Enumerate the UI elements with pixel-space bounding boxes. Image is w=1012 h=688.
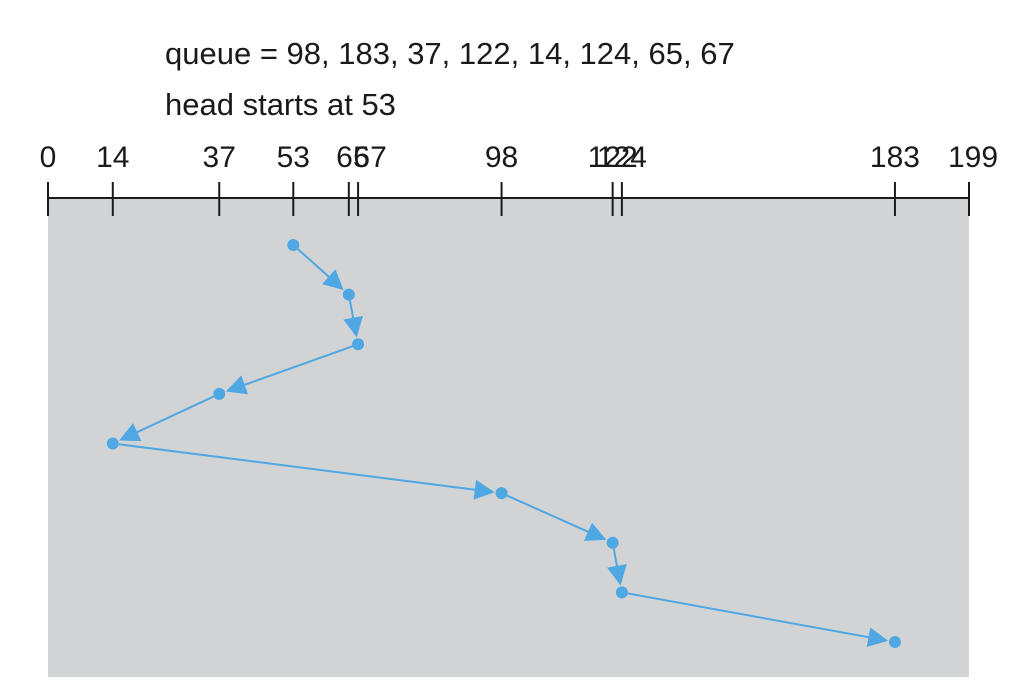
axis-tick-label: 122: [588, 141, 638, 174]
request-point: [352, 338, 365, 351]
request-point: [495, 487, 508, 500]
head-move-arrow: [506, 494, 607, 541]
head-start-point: [287, 239, 300, 251]
head-move-arrow: [627, 592, 889, 648]
request-point: [615, 586, 628, 599]
head-movement-path: [106, 239, 901, 648]
head-move-arrow: [225, 345, 353, 395]
head-move-arrow: [343, 300, 363, 338]
axis-tick-label: 199: [948, 141, 998, 174]
head-move-arrow: [297, 248, 344, 290]
queue-caption: queue = 98, 183, 37, 122, 14, 124, 65, 6…: [165, 36, 735, 71]
request-point: [213, 387, 226, 400]
cylinder-panel: [48, 198, 969, 677]
request-point: [106, 437, 119, 450]
axis-tick-label: 98: [485, 141, 518, 174]
axis-tick-label: 0: [40, 141, 57, 174]
request-point: [606, 536, 619, 549]
axis-tick-label: 14: [96, 141, 129, 174]
request-point: [342, 288, 355, 301]
request-point: [888, 636, 901, 648]
axis-tick-label: 67: [353, 141, 386, 174]
axis-tick-label: 124: [597, 141, 647, 174]
head-move-arrow: [607, 548, 627, 586]
axis-tick-label: 183: [870, 141, 920, 174]
head-move-arrow: [119, 395, 215, 442]
head-move-arrow: [118, 443, 495, 500]
axis-tick-label: 37: [203, 141, 236, 174]
head-start-caption: head starts at 53: [165, 87, 396, 122]
axis-tick-label: 53: [277, 141, 310, 174]
axis-tick-label: 65: [336, 141, 369, 174]
